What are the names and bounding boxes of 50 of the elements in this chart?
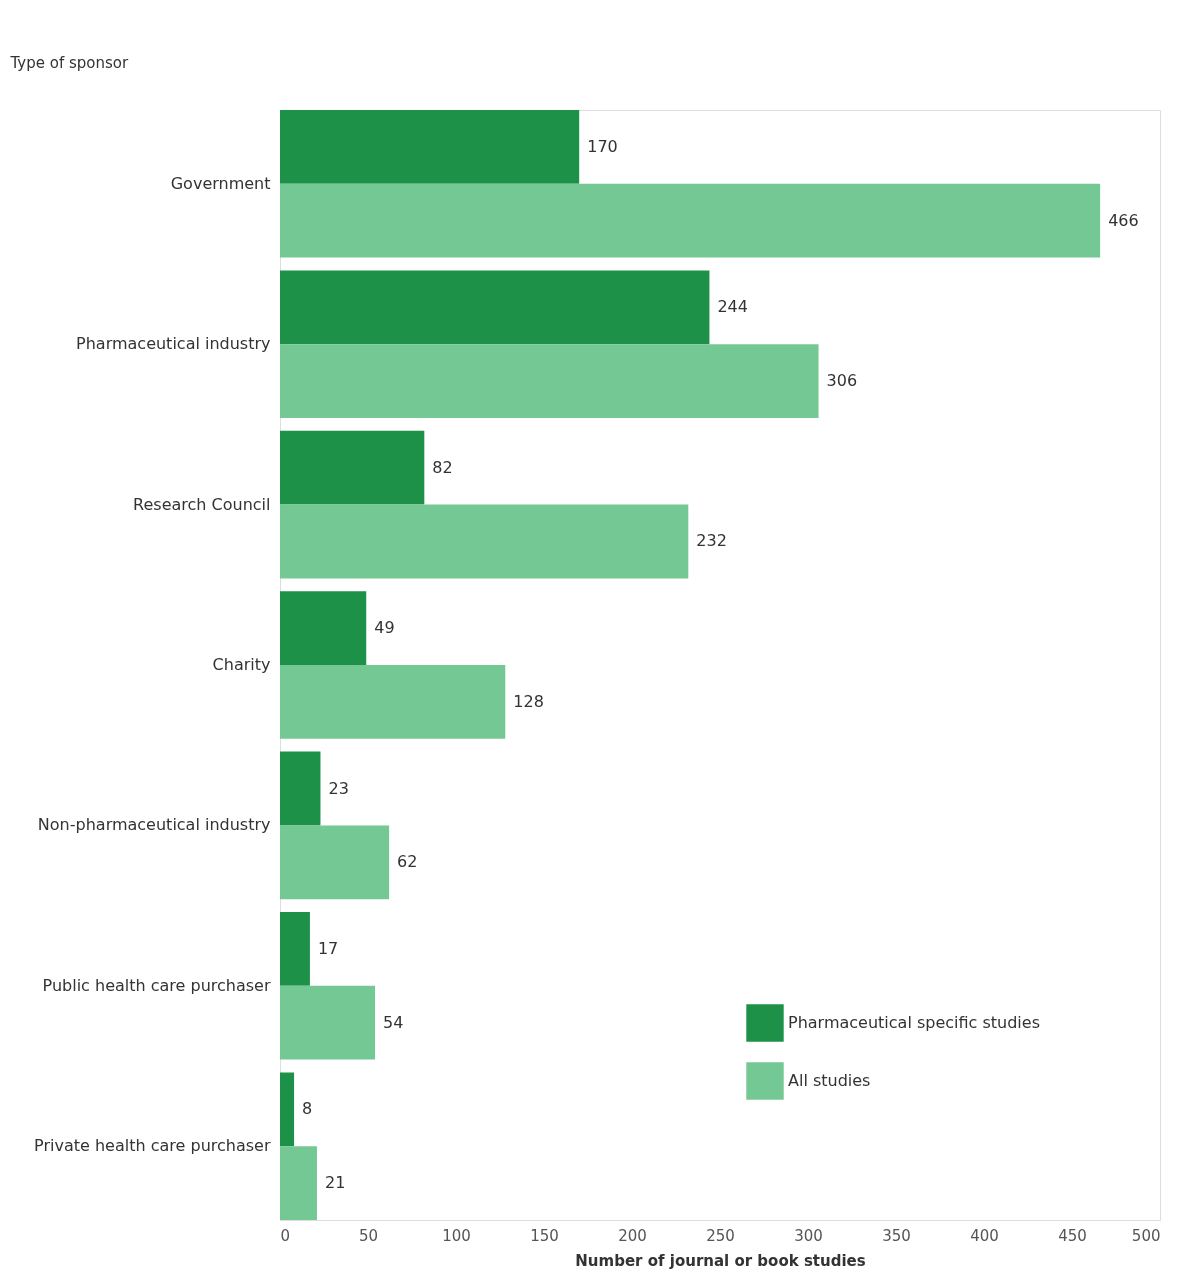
y-tick-label: Public health care purchaser (42, 975, 271, 995)
x-tick-label: 150 (530, 1226, 559, 1245)
data-label: 54 (383, 1012, 404, 1032)
x-tick-label: 300 (794, 1226, 823, 1245)
y-tick-label: Research Council (133, 494, 271, 514)
data-label: 244 (717, 297, 748, 317)
bar (280, 1146, 317, 1220)
y-tick-label: Private health care purchaser (34, 1136, 271, 1156)
bar (280, 430, 425, 505)
data-label: 232 (696, 531, 727, 551)
x-tick-label: 50 (358, 1226, 379, 1245)
data-label: 62 (397, 852, 418, 872)
legend-label: All studies (788, 1071, 871, 1090)
x-tick-label: 500 (1131, 1226, 1161, 1245)
x-axis-title: Number of journal or book studies (575, 1251, 866, 1270)
x-tick-label: 0 (280, 1226, 291, 1245)
data-label: 21 (324, 1173, 346, 1193)
data-label: 23 (328, 778, 349, 798)
data-label: 49 (374, 618, 395, 638)
y-tick-label: Government (170, 173, 271, 193)
x-tick-label: 100 (442, 1226, 471, 1245)
bar (280, 591, 367, 665)
x-tick-label: 400 (970, 1226, 999, 1245)
bar (280, 110, 580, 184)
bar (280, 665, 506, 739)
data-label: 17 (317, 938, 339, 958)
data-label: 170 (587, 136, 618, 156)
bar (280, 183, 1101, 258)
x-tick-label: 450 (1058, 1226, 1087, 1245)
bar (280, 751, 321, 826)
bar (280, 344, 819, 418)
data-label: 466 (1108, 210, 1139, 230)
data-label: 128 (513, 691, 544, 711)
bar (280, 1072, 295, 1147)
bar (280, 985, 376, 1060)
legend-label: Pharmaceutical specific studies (788, 1013, 1040, 1032)
y-axis-title: Type of sponsor (9, 53, 129, 72)
x-tick-label: 200 (618, 1226, 647, 1245)
bar (280, 504, 689, 579)
bar (280, 912, 310, 986)
bar (280, 270, 710, 345)
y-tick-label: Non-pharmaceutical industry (37, 815, 271, 835)
x-tick-label: 250 (706, 1226, 735, 1245)
data-label: 82 (432, 457, 453, 477)
data-label: 8 (302, 1099, 313, 1119)
x-tick-label: 350 (882, 1226, 911, 1245)
data-label: 306 (826, 371, 858, 391)
bar (280, 825, 390, 900)
y-tick-label: Charity (212, 655, 271, 674)
y-tick-label: Pharmaceutical industry (76, 334, 271, 354)
